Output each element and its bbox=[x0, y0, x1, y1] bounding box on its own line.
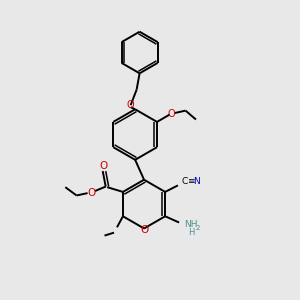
Text: O: O bbox=[99, 161, 107, 171]
Text: H: H bbox=[188, 228, 194, 237]
Text: O: O bbox=[140, 225, 148, 235]
Text: C: C bbox=[182, 177, 188, 186]
Text: O: O bbox=[167, 109, 175, 118]
Text: O: O bbox=[87, 188, 96, 197]
Text: 2: 2 bbox=[196, 225, 200, 231]
Text: N: N bbox=[193, 177, 200, 186]
Text: ≡: ≡ bbox=[187, 177, 194, 186]
Text: NH: NH bbox=[184, 220, 198, 229]
Text: O: O bbox=[127, 100, 134, 110]
